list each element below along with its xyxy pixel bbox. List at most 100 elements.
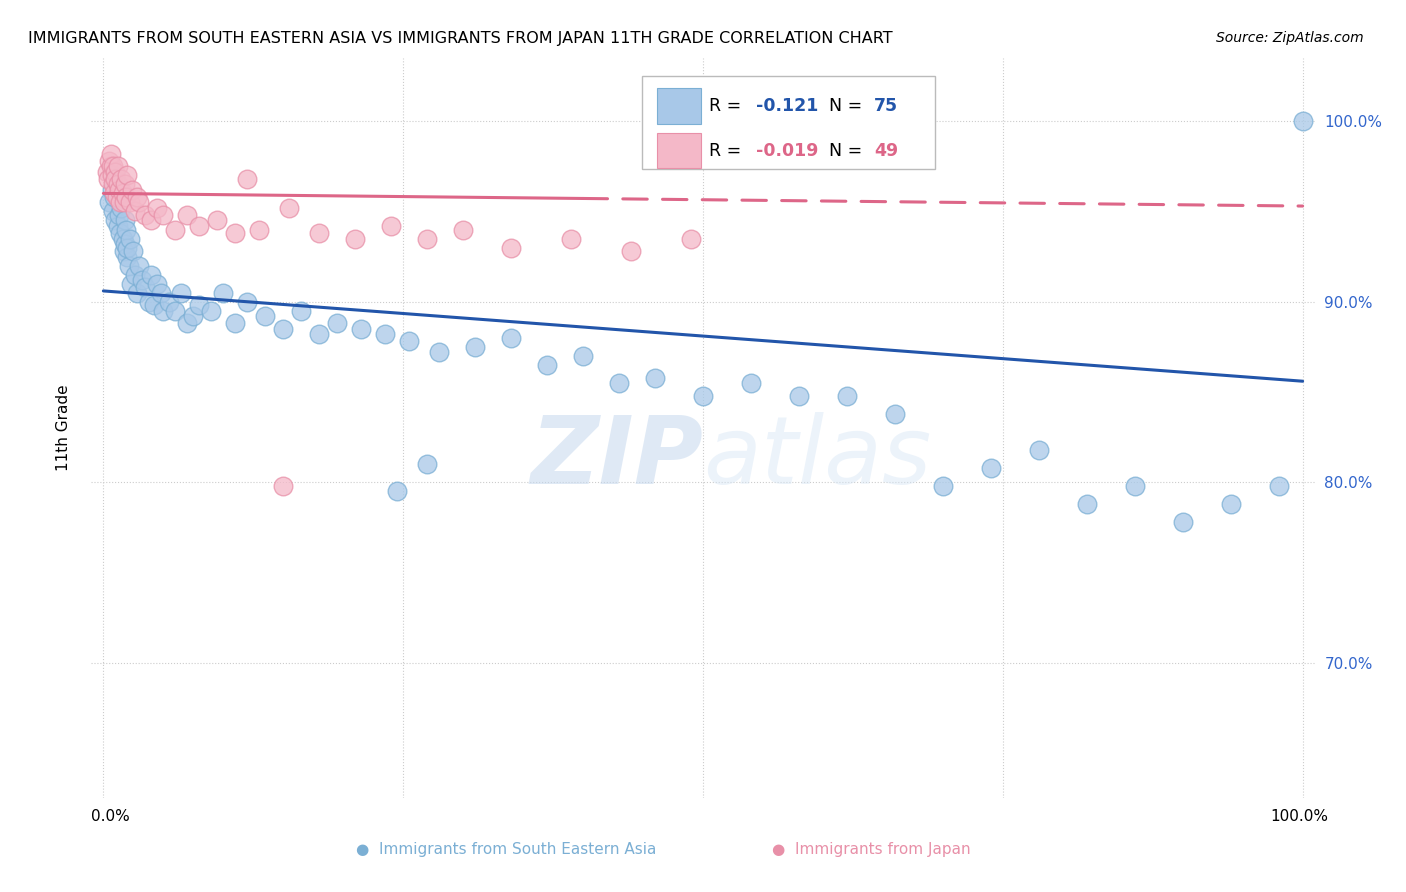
Point (118, 231, 141, 245)
Point (350, 322, 373, 336)
Point (165, 303, 187, 318)
Point (101, 204, 124, 219)
Point (740, 376, 762, 390)
Y-axis label: 11th Grade: 11th Grade (56, 384, 70, 472)
Point (152, 303, 174, 318)
Point (117, 250, 139, 264)
Point (501, 331, 523, 345)
Text: 100.0%: 100.0% (1271, 809, 1329, 823)
Point (98, 195, 121, 210)
Point (560, 231, 582, 245)
Point (290, 303, 312, 318)
Text: -0.019: -0.019 (755, 142, 818, 160)
Point (101, 183, 124, 197)
Point (108, 195, 131, 210)
Point (224, 317, 246, 331)
Text: ZIP: ZIP (530, 412, 703, 504)
Point (787, 389, 810, 403)
Point (1123, 479, 1146, 493)
Point (96, 165, 118, 179)
Point (104, 172, 127, 186)
Point (115, 222, 138, 236)
FancyBboxPatch shape (657, 88, 700, 124)
Text: 0.0%: 0.0% (91, 809, 131, 823)
Point (105, 178, 128, 192)
Point (121, 183, 143, 197)
Point (101, 159, 124, 173)
Point (188, 298, 211, 312)
Point (464, 340, 486, 354)
Point (170, 285, 193, 300)
Point (451, 222, 474, 236)
Point (138, 294, 160, 309)
Point (103, 186, 125, 201)
Point (1171, 515, 1194, 529)
Text: IMMIGRANTS FROM SOUTH EASTERN ASIA VS IMMIGRANTS FROM JAPAN 11TH GRADE CORRELATI: IMMIGRANTS FROM SOUTH EASTERN ASIA VS IM… (28, 31, 893, 46)
Point (111, 186, 134, 201)
Point (254, 309, 277, 323)
Point (416, 457, 439, 471)
Point (1291, 114, 1313, 128)
Point (385, 484, 409, 499)
Point (380, 219, 402, 233)
Point (980, 461, 1002, 475)
FancyBboxPatch shape (657, 133, 700, 169)
Point (128, 195, 150, 210)
Point (152, 208, 174, 222)
Point (679, 231, 702, 245)
Point (374, 327, 396, 342)
Point (98, 153, 121, 168)
Point (101, 169, 124, 183)
Point (134, 280, 156, 294)
Point (572, 349, 595, 363)
Point (607, 376, 630, 390)
Point (157, 294, 180, 309)
Point (103, 190, 125, 204)
Point (110, 172, 132, 186)
Point (692, 389, 714, 403)
Point (183, 309, 205, 323)
Point (165, 222, 187, 236)
Point (125, 190, 148, 204)
Point (108, 183, 131, 197)
Point (105, 190, 128, 204)
Point (120, 277, 142, 291)
Point (247, 222, 270, 236)
FancyBboxPatch shape (643, 77, 935, 169)
Point (212, 285, 235, 300)
Text: 49: 49 (875, 142, 898, 160)
Text: R =: R = (709, 97, 747, 115)
Point (188, 219, 211, 233)
Point (115, 190, 138, 204)
Point (101, 178, 124, 192)
Point (1076, 497, 1098, 511)
Point (124, 268, 146, 282)
Point (344, 231, 367, 245)
Point (111, 231, 134, 245)
Point (271, 479, 294, 493)
Text: ●  Immigrants from South Eastern Asia: ● Immigrants from South Eastern Asia (356, 842, 657, 856)
Point (427, 345, 450, 359)
Point (146, 277, 169, 291)
Text: -0.121: -0.121 (755, 97, 818, 115)
Point (308, 226, 330, 240)
Point (97, 172, 120, 186)
Point (107, 159, 129, 173)
Text: ●  Immigrants from Japan: ● Immigrants from Japan (772, 842, 972, 856)
Point (176, 317, 198, 331)
Point (131, 273, 153, 287)
Point (104, 169, 127, 183)
Point (108, 208, 131, 222)
Point (141, 268, 163, 282)
Point (100, 146, 122, 161)
Point (114, 178, 136, 192)
Point (278, 201, 301, 215)
Point (142, 298, 165, 312)
Point (1219, 497, 1241, 511)
Point (149, 285, 172, 300)
Point (125, 285, 148, 300)
Point (128, 259, 150, 273)
Point (883, 407, 905, 421)
Point (308, 327, 330, 342)
Text: N =: N = (830, 142, 868, 160)
